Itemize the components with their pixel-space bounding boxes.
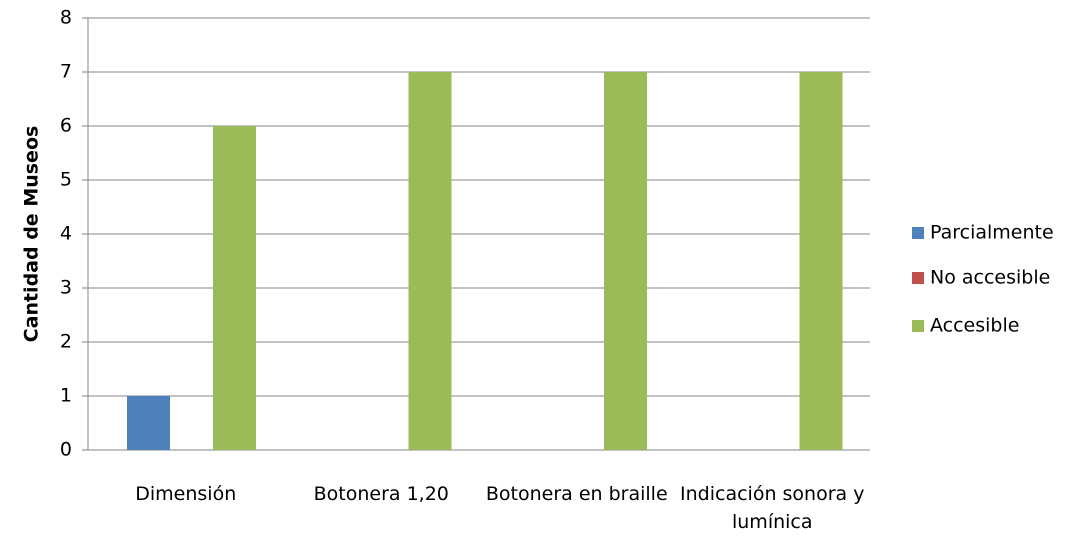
legend-swatch [912, 272, 924, 284]
y-tick-label: 6 [60, 115, 72, 137]
bar [604, 72, 647, 450]
y-axis-title: Cantidad de Museos [21, 126, 43, 343]
bar [213, 126, 256, 450]
legend-label: Accesible [930, 315, 1019, 337]
legend-label: Parcialmente [930, 222, 1054, 244]
y-tick-label: 1 [60, 385, 72, 407]
x-tick-label: Botonera 1,20 [313, 483, 449, 505]
y-tick-label: 4 [60, 223, 72, 245]
y-tick-label: 3 [60, 277, 72, 299]
x-tick-label: Botonera en braille [485, 483, 668, 505]
legend-label: No accesible [930, 267, 1050, 289]
bar [799, 72, 843, 450]
x-tick-label: Dimensión [135, 483, 237, 505]
y-tick-label: 5 [60, 169, 72, 191]
y-tick-label: 2 [60, 331, 72, 353]
bar [408, 72, 452, 450]
x-tick-label: Indicación sonora y lumínica [680, 483, 865, 533]
y-tick-label: 8 [60, 7, 72, 29]
y-tick-label: 7 [60, 61, 72, 83]
bar [127, 396, 170, 450]
legend-swatch [912, 227, 924, 239]
legend-swatch [912, 320, 924, 332]
y-tick-label: 0 [60, 439, 72, 461]
